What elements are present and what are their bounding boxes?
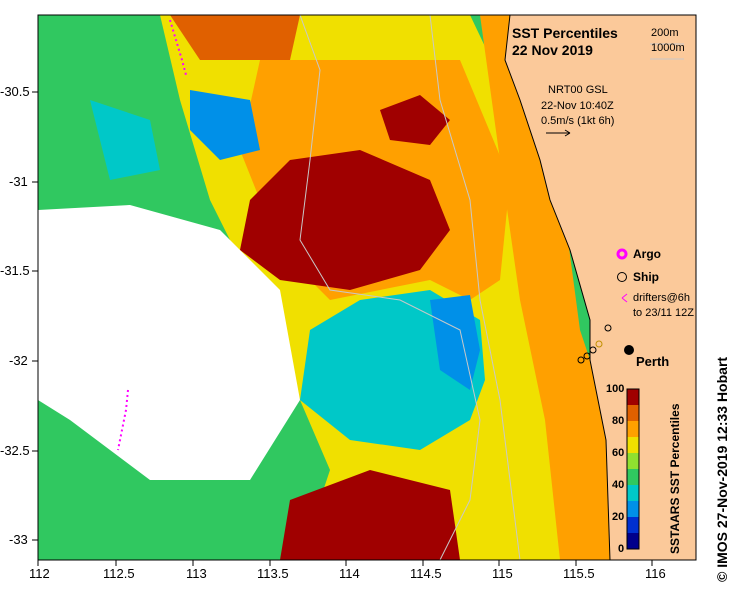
current-time-label: 22-Nov 10:40Z <box>541 100 614 112</box>
argo-track-north <box>169 19 187 76</box>
argo-legend-symbol <box>616 248 628 260</box>
bathymetry-1000m <box>299 15 481 560</box>
drifter-legend-time: to 23/11 12Z <box>633 307 694 319</box>
map-layers <box>38 15 696 560</box>
colorbar-tick: 0 <box>618 543 625 555</box>
depth-1000m-label: 1000m <box>651 42 685 54</box>
colorbar-segment <box>627 421 639 437</box>
x-tick-marks <box>37 560 653 566</box>
x-tick-label: 115 <box>492 566 513 581</box>
x-tick-label: 112 <box>29 566 50 581</box>
colorbar-segment <box>627 485 639 501</box>
perth-marker <box>624 345 634 355</box>
x-tick-label: 113.5 <box>257 566 289 581</box>
land <box>505 15 696 560</box>
warm-patch-north <box>380 95 450 145</box>
y-tick-label: -32.5 <box>0 443 30 458</box>
x-tick-label: 116 <box>645 566 666 581</box>
credit-label: © IMOS 27-Nov-2019 12:33 Hobart <box>714 356 730 582</box>
x-tick-label: 115.5 <box>563 566 595 581</box>
cool-patch-west <box>90 100 160 180</box>
x-tick-label: 113 <box>186 566 207 581</box>
colorbar <box>627 389 639 549</box>
y-tick-label: -31 <box>9 174 28 189</box>
current-scale-arrowhead <box>564 129 571 137</box>
current-scale-label: 0.5m/s (1kt 6h) <box>541 115 615 127</box>
argo-legend-label: Argo <box>633 247 661 261</box>
colorbar-segment <box>627 389 639 405</box>
colorbar-tick: 60 <box>612 447 625 459</box>
map-title: SST Percentiles <box>512 25 618 41</box>
plot-frame <box>37 14 697 561</box>
colorbar-label: SSTAARS SST Percentiles <box>668 403 682 555</box>
colorbar-tick: 20 <box>612 511 625 523</box>
x-tick-label: 114.5 <box>410 566 442 581</box>
colorbar-segment <box>627 469 639 485</box>
colorbar-segment <box>627 453 639 469</box>
cold-patch-west <box>190 90 260 160</box>
y-tick-label: -33 <box>9 532 28 547</box>
coastal-band <box>480 15 630 560</box>
y-tick-marks <box>32 91 38 541</box>
ship-legend-symbol <box>617 272 627 282</box>
colorbar-segment <box>627 517 639 533</box>
colorbar-segment <box>627 437 639 453</box>
no-data-area <box>38 205 300 480</box>
y-tick-label: -31.5 <box>0 263 30 278</box>
colorbar-segment <box>627 405 639 421</box>
warm-eddy <box>240 150 450 290</box>
perth-label: Perth <box>636 354 670 369</box>
colorbar-frame <box>626 388 640 550</box>
y-tick-label: -30.5 <box>0 84 30 99</box>
bathymetry-200m <box>429 15 521 560</box>
current-model-label: NRT00 GSL <box>548 84 608 96</box>
coastline <box>504 15 611 560</box>
colorbar-tick: 100 <box>606 383 625 395</box>
argo-track-south <box>117 389 129 451</box>
colorbar-tick: 80 <box>612 415 625 427</box>
warm-patch-top <box>170 15 300 60</box>
y-tick-label: -32 <box>9 353 28 368</box>
colorbar-tick: 40 <box>612 479 625 491</box>
drifter-legend-symbol <box>621 293 628 303</box>
colorbar-segment <box>627 533 639 549</box>
x-tick-label: 114 <box>339 566 360 581</box>
colorbar-segment <box>627 501 639 517</box>
x-tick-label: 112.5 <box>103 566 135 581</box>
ship-legend-label: Ship <box>633 270 659 284</box>
drifter-legend-label: drifters@6h <box>633 292 691 304</box>
ship-track <box>577 324 612 364</box>
warm-band-south <box>280 470 460 560</box>
cold-eddy-core <box>430 295 480 390</box>
map-date: 22 Nov 2019 <box>512 42 593 58</box>
depth-200m-label: 200m <box>651 27 679 39</box>
